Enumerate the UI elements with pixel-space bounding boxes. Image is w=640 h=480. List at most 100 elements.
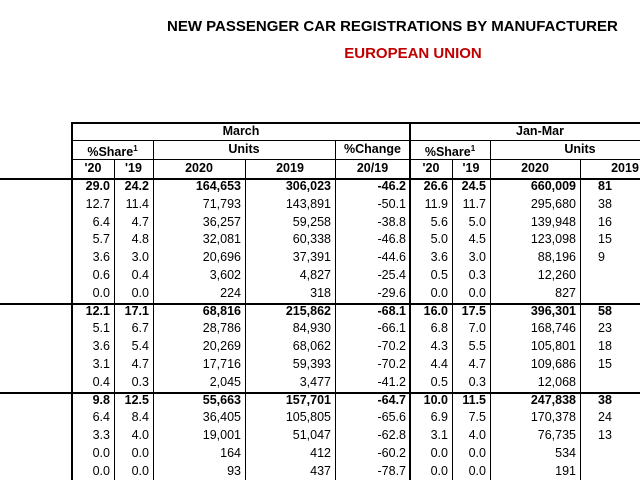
cell: 81 (598, 179, 612, 193)
cell: 9.8 (92, 392, 110, 407)
rule (72, 159, 640, 160)
cell: 71,793 (202, 196, 241, 211)
cell: 4,827 (299, 268, 331, 282)
cell: 15 (598, 232, 612, 247)
cell: 28,786 (202, 321, 241, 336)
column-header: '19 (125, 161, 142, 175)
cell: 109,686 (530, 357, 576, 371)
cell: 26.6 (423, 179, 448, 193)
cell: 51,047 (292, 428, 331, 443)
cell: 68,816 (202, 303, 241, 318)
rule (409, 122, 411, 480)
cell: 38 (598, 392, 612, 407)
rule (335, 140, 336, 480)
cell: 5.5 (468, 339, 486, 354)
cell: -29.6 (377, 285, 407, 300)
cell: 3,477 (299, 374, 331, 389)
cell: -66.1 (377, 321, 407, 336)
units-header: Units (228, 142, 260, 156)
rule (0, 178, 640, 180)
cell: 20,269 (202, 339, 241, 354)
cell: 4.5 (468, 232, 486, 247)
cell: 4.7 (131, 357, 149, 371)
rule (114, 159, 115, 480)
cell: 10.0 (423, 392, 448, 407)
cell: 32,081 (202, 232, 241, 247)
change-header: %Change (344, 142, 401, 156)
cell: 215,862 (285, 303, 331, 318)
cell: 17,716 (202, 357, 241, 371)
cell: -64.7 (377, 392, 407, 407)
rule (71, 122, 73, 480)
rule (0, 302, 640, 305)
cell: -70.2 (377, 339, 407, 354)
cell: 5.0 (430, 232, 448, 247)
rule (72, 140, 640, 141)
cell: 16.0 (423, 303, 448, 318)
cell: 396,301 (530, 303, 576, 318)
cell: 3.1 (92, 357, 110, 371)
cell: 3.3 (92, 428, 110, 443)
cell: 6.7 (131, 321, 149, 336)
title: NEW PASSENGER CAR REGISTRATIONS BY MANUF… (167, 18, 618, 35)
cell: -68.1 (377, 303, 407, 318)
cell: 164 (220, 446, 241, 460)
cell: 11.4 (125, 196, 149, 211)
rule (452, 159, 453, 480)
cell: 6.4 (92, 214, 110, 229)
period-header: Jan-Mar (516, 124, 564, 138)
cell: 38 (598, 196, 612, 211)
cell: 24.2 (124, 179, 149, 193)
cell: 6.8 (430, 321, 448, 336)
cell: 60,338 (292, 232, 331, 247)
cell: 4.3 (430, 339, 448, 354)
cell: 11.5 (462, 392, 486, 407)
cell: 3.6 (430, 250, 448, 265)
cell: 6.4 (92, 410, 110, 425)
cell: 191 (555, 463, 576, 478)
cell: 4.0 (468, 428, 486, 443)
cell: 123,098 (530, 232, 576, 247)
cell: 9 (598, 250, 605, 265)
footnote-mark: 1 (133, 144, 138, 153)
cell: 0.0 (92, 446, 110, 460)
cell: 24.5 (461, 179, 486, 193)
cell: 2,045 (209, 374, 241, 389)
cell: 59,393 (292, 357, 331, 371)
cell: 827 (555, 285, 576, 300)
subtitle: EUROPEAN UNION (344, 45, 482, 62)
cell: 4.4 (430, 357, 448, 371)
cell: 3.1 (430, 428, 448, 443)
cell: -46.8 (377, 232, 407, 247)
cell: 660,009 (530, 179, 576, 193)
cell: 12.5 (124, 392, 149, 407)
period-header: March (222, 124, 260, 138)
rule (245, 159, 246, 480)
cell: 0.0 (131, 285, 149, 300)
cell: 0.5 (430, 268, 448, 282)
cell: 5.0 (468, 214, 486, 229)
cell: 16 (598, 214, 612, 229)
cell: 0.0 (131, 463, 149, 478)
cell: 534 (555, 446, 576, 460)
cell: 4.7 (131, 214, 149, 229)
cell: 412 (310, 446, 331, 460)
cell: 306,023 (285, 179, 331, 193)
cell: 0.0 (430, 285, 448, 300)
cell: 0.0 (468, 446, 486, 460)
cell: 224 (220, 285, 241, 300)
cell: 93 (227, 463, 241, 478)
cell: -44.6 (377, 250, 407, 265)
share-header: %Share1 (424, 144, 476, 160)
cell: 0.0 (131, 446, 149, 460)
cell: 3.6 (92, 339, 110, 354)
cell: 20,696 (202, 250, 241, 265)
cell: 0.6 (92, 268, 110, 282)
cell: 0.0 (92, 285, 110, 300)
cell: 13 (598, 428, 612, 443)
cell: 5.1 (92, 321, 110, 336)
cell: 295,680 (530, 196, 576, 211)
cell: 143,891 (285, 196, 331, 211)
rule (580, 159, 581, 480)
cell: 0.0 (92, 463, 110, 478)
